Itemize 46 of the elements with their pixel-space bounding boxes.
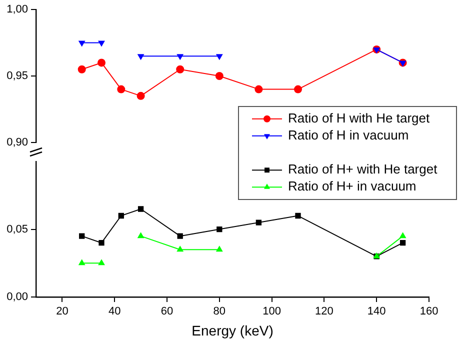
x-tick-label: 40 <box>108 306 121 318</box>
point <box>295 212 301 219</box>
x-tick-label: 140 <box>367 306 386 318</box>
point <box>400 240 406 246</box>
x-tick-label: 60 <box>160 306 174 318</box>
y-tick-label: 0,90 <box>6 136 28 148</box>
point <box>176 54 184 60</box>
legend-label: Ratio of H in vacuum <box>288 127 409 142</box>
legend-label: Ratio of H with He target <box>288 110 430 126</box>
point <box>399 232 406 238</box>
point <box>98 40 105 47</box>
point <box>216 54 223 60</box>
point <box>177 233 183 239</box>
x-tick-label: 20 <box>56 306 68 318</box>
point <box>256 220 262 226</box>
y-tick-label: 1,00 <box>6 4 28 16</box>
point <box>78 65 86 74</box>
point <box>136 92 145 100</box>
legend-label: Ratio of H+ in vacuum <box>288 178 416 194</box>
point <box>137 232 144 238</box>
point <box>78 259 86 266</box>
point <box>176 246 184 252</box>
point <box>98 240 104 246</box>
point <box>117 85 126 94</box>
y-tick-label: 0,00 <box>6 291 28 304</box>
y-tick-label: 0,05 <box>6 223 28 236</box>
point <box>176 65 184 74</box>
point <box>216 226 222 232</box>
x-tick-label: 120 <box>315 306 334 318</box>
point <box>215 72 224 80</box>
point <box>98 58 106 67</box>
x-tick-label: 80 <box>213 306 226 318</box>
y-tick-label: 0,95 <box>6 70 28 82</box>
point <box>294 85 302 94</box>
x-tick-label: 160 <box>420 306 438 318</box>
point <box>216 246 223 252</box>
point <box>137 54 144 60</box>
point <box>98 259 105 266</box>
point <box>79 233 85 239</box>
point <box>78 40 86 47</box>
legend-label: Ratio of H+ with He target <box>288 162 438 177</box>
x-tick-label: 100 <box>262 306 281 318</box>
point <box>254 85 263 94</box>
point <box>138 206 144 212</box>
point <box>118 212 124 219</box>
x-axis-title: Energy (keV) <box>192 322 274 338</box>
